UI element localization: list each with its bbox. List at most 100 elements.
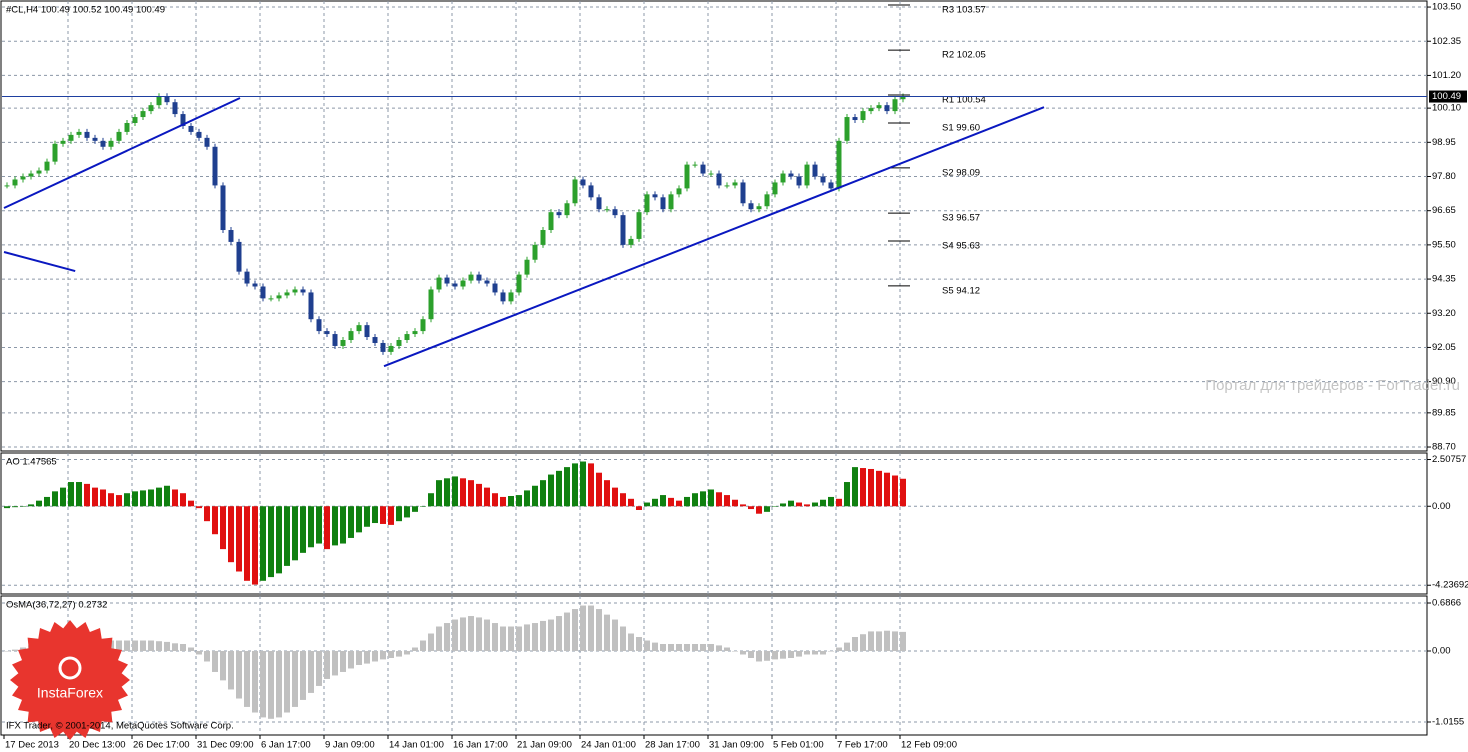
current-price-label: 100.49 [1432,91,1461,102]
bar [708,489,714,507]
bar [884,630,890,651]
candle [820,176,826,183]
bar [4,506,10,509]
y-tick-label: 100.10 [1432,103,1461,114]
bar [724,647,730,651]
x-tick-label: 31 Dec 09:00 [197,740,254,751]
pivot-label: R1 100.54 [942,95,986,106]
y-tick-label: 0.6866 [1432,598,1461,609]
bar [540,480,546,507]
bar [164,485,170,507]
bar [484,487,490,507]
bar [372,506,378,524]
bar [796,502,802,507]
bar [620,493,626,507]
bar [636,506,642,510]
candle [516,274,522,293]
candle [836,140,842,189]
candle [708,173,714,175]
bar [700,491,706,507]
bar [212,650,218,672]
bar [636,637,642,651]
bar [468,480,474,507]
x-tick-label: 21 Jan 09:00 [517,740,572,751]
bar [228,650,234,690]
bar [564,612,570,651]
bar [388,506,394,525]
candle [36,170,42,174]
bar [564,467,570,507]
bar [396,506,402,522]
candle [196,131,202,138]
bar [692,644,698,651]
candle [788,173,794,177]
bar [860,634,866,651]
bar [580,605,586,651]
bar [380,506,386,524]
candle [68,134,74,141]
pivot-label: R2 102.05 [942,50,986,61]
bar [780,503,786,507]
candle [444,277,450,284]
bar [580,461,586,507]
candle [460,280,466,287]
candle [156,96,162,106]
bar [844,642,850,651]
bar [124,640,130,651]
bar [588,463,594,507]
candle [292,289,298,293]
candle [172,102,178,115]
candle [500,292,506,302]
bar [412,506,418,512]
candle [676,188,682,195]
candle [692,164,698,166]
bar [540,620,546,651]
candle [260,286,266,299]
candle [404,334,410,341]
candle [716,173,722,186]
candle [372,337,378,343]
bar [260,506,266,581]
bar [220,506,226,550]
bar [692,493,698,507]
bar [836,647,842,651]
bar [460,617,466,651]
bar [252,506,258,585]
bar [268,650,274,719]
bar [444,478,450,507]
bar [884,472,890,507]
candle [212,146,218,186]
candle [348,331,354,341]
bar [308,650,314,693]
copyright: IFX Trader, © 2001-2014, MetaQuotes Soft… [6,721,234,732]
x-tick-label: 12 Feb 09:00 [901,740,957,751]
bar [236,650,242,699]
watermark: Портал для трейдеров - ForTrader.ru [1205,377,1460,394]
y-tick-label: 90.90 [1432,376,1456,387]
bar [188,500,194,507]
candle [268,298,274,300]
candle [508,292,514,302]
x-tick-label: 20 Dec 13:00 [69,740,126,751]
panel-frame [0,452,1428,595]
candle [828,182,834,189]
candle [316,319,322,332]
bar [788,650,794,658]
candle [756,206,762,210]
bar [748,650,754,658]
x-tick-label: 6 Jan 17:00 [261,740,311,751]
bar [108,493,114,507]
bar [116,495,122,507]
bar [644,640,650,651]
bar [284,506,290,566]
bar [716,645,722,651]
pivot-label: R3 103.57 [942,4,986,15]
candle [596,197,602,210]
pivot-label: S1 99.60 [942,123,980,134]
candle [636,212,642,239]
bar [172,643,178,651]
candle [236,241,242,272]
bar [60,487,66,507]
candle [612,209,618,216]
